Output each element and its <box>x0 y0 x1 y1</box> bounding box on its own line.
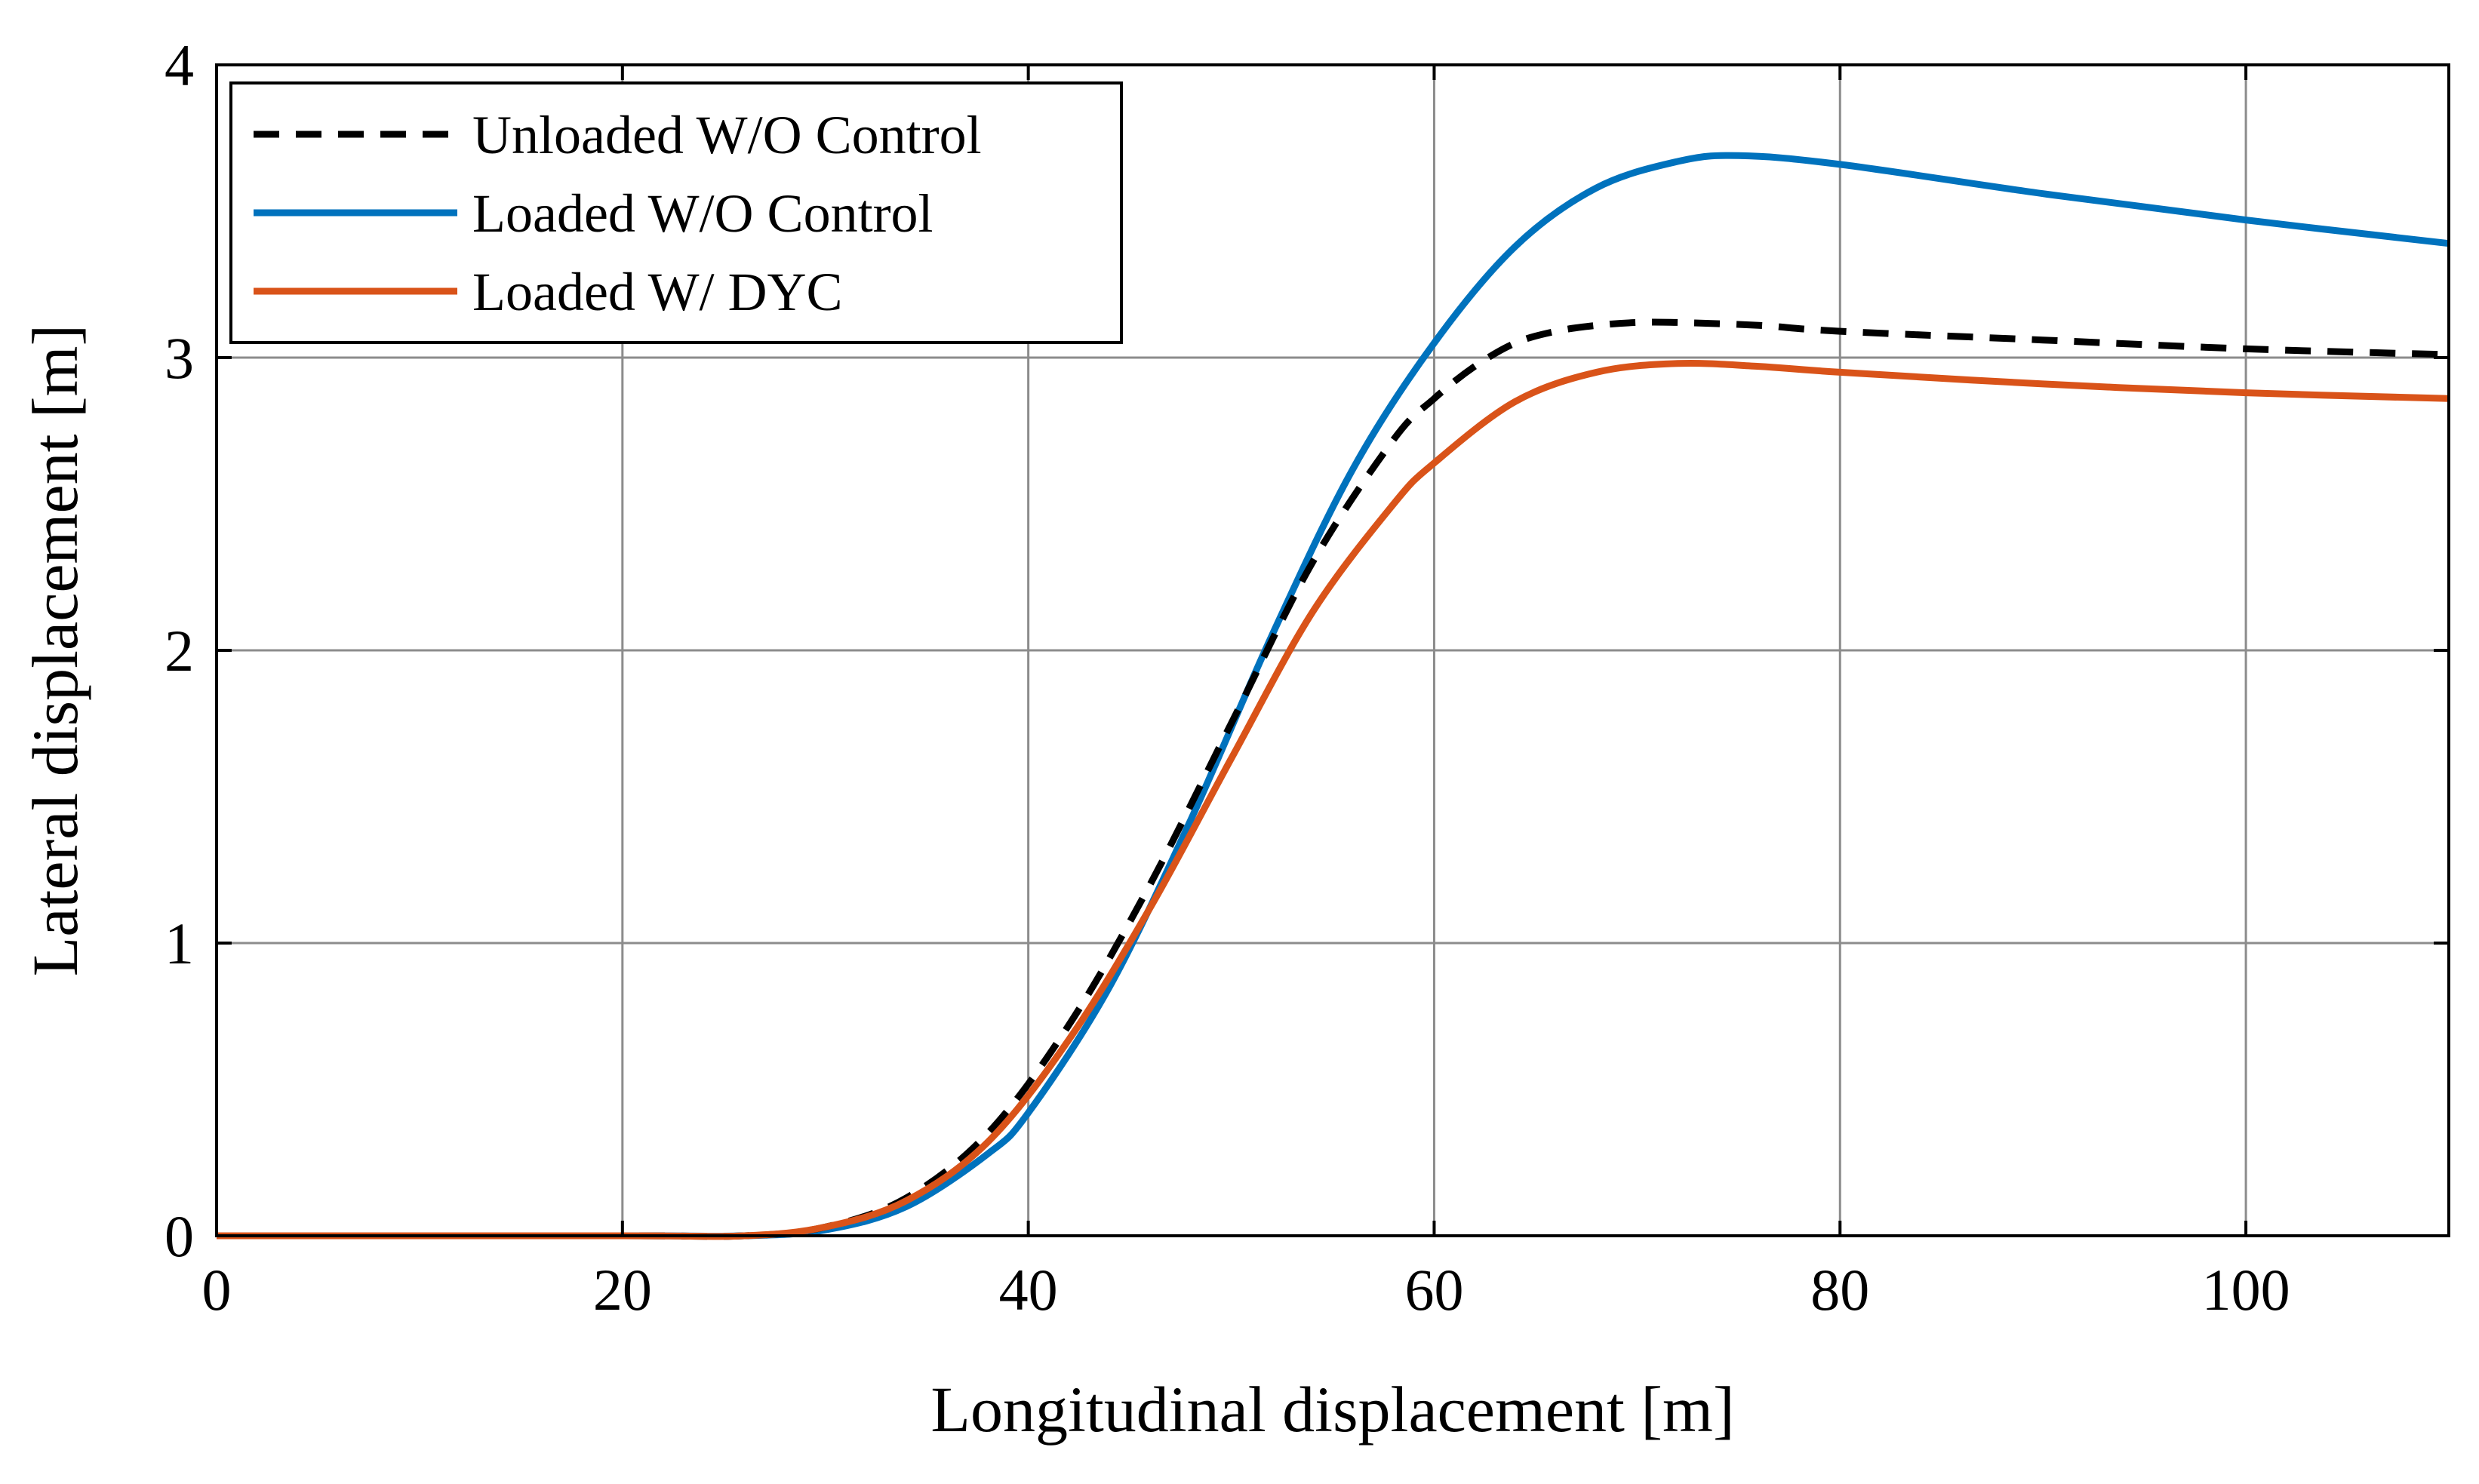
x-tick-label: 80 <box>1810 1257 1869 1323</box>
x-tick-label: 60 <box>1404 1257 1463 1323</box>
legend-entry-unloaded: Unloaded W/O Control <box>472 105 982 165</box>
y-tick-label: 2 <box>165 618 194 684</box>
x-tick-label: 20 <box>593 1257 652 1323</box>
x-tick-label: 40 <box>999 1257 1058 1323</box>
y-axis-label: Lateral displacement [m] <box>19 324 91 976</box>
series-unloaded-wo-control <box>216 318 2450 1240</box>
y-tick-label: 1 <box>165 911 194 976</box>
y-tick-label: 3 <box>165 325 194 391</box>
series-layer <box>216 152 2450 1240</box>
x-tick-label: 0 <box>202 1257 232 1323</box>
y-tick-label: 4 <box>165 32 194 98</box>
x-tick-label: 100 <box>2202 1257 2290 1323</box>
ticks: 0 20 40 60 80 100 0 1 2 3 4 <box>165 32 2449 1323</box>
series-loaded-w-dyc <box>216 360 2450 1240</box>
legend-entry-loaded: Loaded W/O Control <box>472 183 933 244</box>
legend: Unloaded W/O Control Loaded W/O Control … <box>229 81 1123 344</box>
y-tick-label: 0 <box>165 1203 194 1269</box>
x-axis-label: Longitudinal displacement [m] <box>930 1373 1734 1446</box>
legend-entry-dyc: Loaded W/ DYC <box>472 262 843 322</box>
